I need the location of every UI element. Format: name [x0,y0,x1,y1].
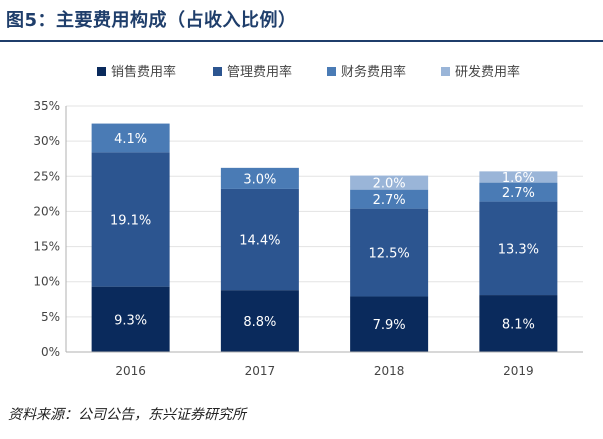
bar-segment-2017-2 [220,167,299,189]
data-label: 8.8% [243,315,276,330]
bar-segment-2017-1 [220,188,299,291]
y-tick-label: 5% [41,310,60,324]
data-label: 19.1% [110,214,151,229]
bar-segment-2019-1 [479,201,558,296]
legend-label: 研发费用率 [455,64,520,80]
data-label: 1.6% [502,171,535,186]
data-label: 2.7% [502,186,535,201]
legend-swatch [213,67,222,76]
bar-segment-2017-0 [220,290,299,352]
legend: 销售费用率 管理费用率 财务费用率 研发费用率 [97,64,520,80]
y-axis: 0% 5% 10% 15% 20% 25% 30% 35% [33,99,67,359]
bar-segment-2018-1 [350,208,429,297]
legend-label: 销售费用率 [111,64,176,80]
data-label: 7.9% [373,318,406,333]
legend-label: 财务费用率 [341,64,406,80]
bars: 9.3%19.1%4.1%8.8%14.4%3.0%7.9%12.5%2.7%2… [91,123,558,352]
x-axis: 2016 2017 2018 2019 [66,351,583,378]
x-tick-label: 2018 [374,364,405,378]
x-tick-label: 2017 [245,364,276,378]
bar-segment-2019-2 [479,182,558,202]
data-label: 14.4% [239,234,280,249]
x-tick-label: 2016 [115,364,146,378]
data-label: 4.1% [114,132,147,147]
legend-swatch [441,67,450,76]
y-tick-label: 30% [33,134,60,148]
y-tick-label: 10% [33,275,60,289]
legend-label: 管理费用率 [227,64,292,80]
bar-segment-2016-2 [91,123,170,153]
legend-item: 财务费用率 [327,64,406,80]
bar-segment-2018-0 [350,296,429,352]
legend-item: 研发费用率 [441,64,520,80]
chart-title: 图5：主要费用构成（占收入比例） [6,10,297,31]
data-label: 2.7% [373,193,406,208]
data-label: 9.3% [114,313,147,328]
legend-item: 销售费用率 [97,64,176,80]
bar-segment-2018-2 [350,189,429,209]
y-tick-label: 25% [33,169,60,183]
legend-swatch [327,67,336,76]
bar-segment-2016-1 [91,152,170,287]
data-label: 3.0% [243,172,276,187]
title-divider [0,40,603,42]
source-note: 资料来源：公司公告，东兴证券研究所 [8,407,246,423]
data-label: 13.3% [498,242,539,257]
x-tick-label: 2019 [503,364,534,378]
y-tick-label: 15% [33,240,60,254]
y-tick-label: 20% [33,204,60,218]
bar-segment-2016-0 [91,286,170,352]
data-label: 12.5% [368,247,409,262]
data-label: 8.1% [502,318,535,333]
legend-swatch [97,67,106,76]
y-tick-label: 35% [33,99,60,113]
bar-segment-2019-3 [479,171,558,183]
y-tick-label: 0% [41,345,60,359]
bar-segment-2019-0 [479,295,558,352]
legend-item: 管理费用率 [213,64,292,80]
data-label: 2.0% [373,177,406,192]
bar-segment-2018-3 [350,175,429,190]
stacked-bar-chart: 销售费用率 管理费用率 财务费用率 研发费用率 0% 5% 10% 15% 20% 25% 30%… [33,64,583,378]
